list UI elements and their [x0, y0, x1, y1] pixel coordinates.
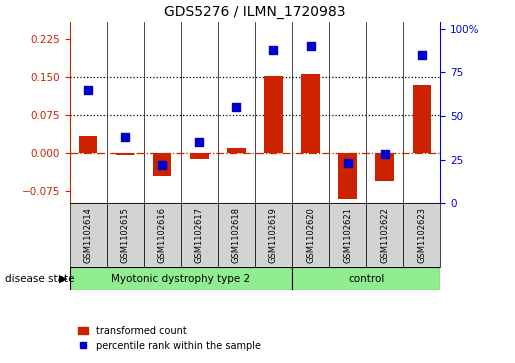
Bar: [366, 203, 403, 267]
Text: GSM1102614: GSM1102614: [83, 207, 93, 263]
Point: [269, 47, 278, 53]
Text: disease state: disease state: [5, 274, 75, 284]
Text: GSM1102622: GSM1102622: [380, 207, 389, 263]
Point: [158, 162, 166, 168]
Bar: [227, 148, 246, 153]
Text: GSM1102618: GSM1102618: [232, 207, 241, 263]
Text: GSM1102623: GSM1102623: [417, 207, 426, 263]
Text: GSM1102621: GSM1102621: [343, 207, 352, 263]
Point: [84, 87, 92, 93]
Bar: [301, 74, 320, 153]
Bar: [153, 153, 171, 176]
Bar: [79, 136, 97, 153]
Bar: [329, 203, 366, 267]
Point: [418, 52, 426, 58]
Text: GSM1102619: GSM1102619: [269, 207, 278, 263]
Bar: [218, 203, 255, 267]
Bar: [107, 203, 144, 267]
Bar: [264, 76, 283, 153]
Text: GSM1102615: GSM1102615: [121, 207, 130, 263]
Bar: [144, 203, 181, 267]
Bar: [181, 203, 218, 267]
Title: GDS5276 / ILMN_1720983: GDS5276 / ILMN_1720983: [164, 5, 346, 19]
Text: GSM1102620: GSM1102620: [306, 207, 315, 263]
Text: Myotonic dystrophy type 2: Myotonic dystrophy type 2: [111, 274, 250, 284]
Point: [381, 151, 389, 157]
Bar: [255, 203, 292, 267]
Point: [232, 105, 241, 110]
Point: [121, 134, 129, 140]
Bar: [375, 153, 394, 180]
Bar: [70, 203, 107, 267]
Point: [306, 43, 315, 49]
Bar: [116, 153, 134, 155]
Point: [344, 160, 352, 166]
Bar: [413, 85, 431, 153]
Point: [195, 139, 203, 145]
Bar: [292, 203, 329, 267]
Bar: [190, 153, 209, 159]
Bar: [403, 203, 440, 267]
Text: ▶: ▶: [59, 274, 68, 284]
Bar: [292, 267, 440, 290]
Legend: transformed count, percentile rank within the sample: transformed count, percentile rank withi…: [74, 322, 265, 355]
Bar: [70, 267, 292, 290]
Text: GSM1102617: GSM1102617: [195, 207, 204, 263]
Text: GSM1102616: GSM1102616: [158, 207, 167, 263]
Bar: [338, 153, 357, 199]
Text: control: control: [348, 274, 384, 284]
